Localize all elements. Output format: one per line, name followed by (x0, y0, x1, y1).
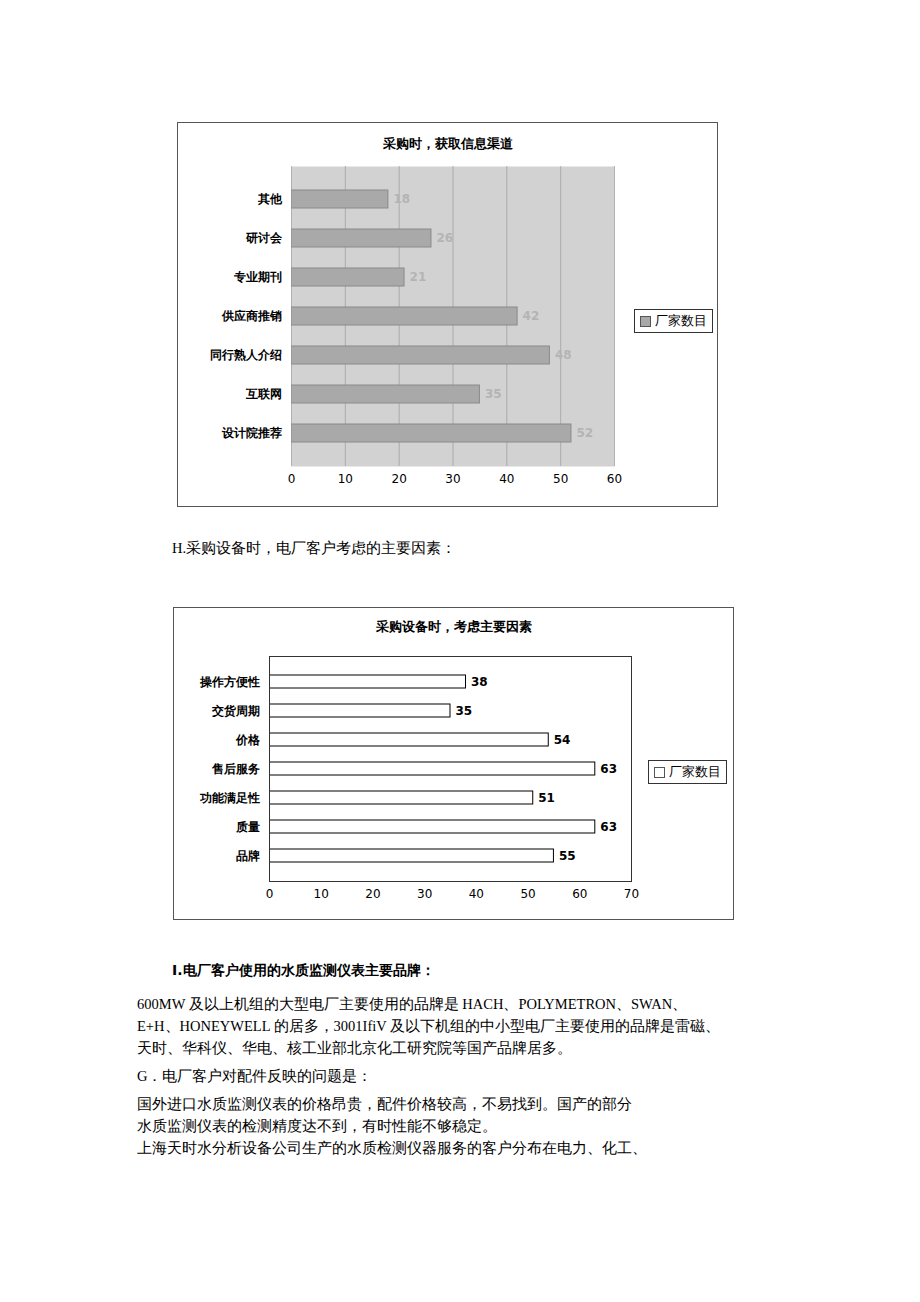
svg-text:18: 18 (393, 192, 410, 206)
svg-text:50: 50 (553, 472, 568, 486)
svg-text:供应商推销: 供应商推销 (221, 309, 282, 323)
svg-text:质量: 质量 (235, 820, 260, 834)
svg-text:30: 30 (417, 887, 432, 901)
svg-text:63: 63 (600, 762, 617, 776)
html-text:E+H、HONEYWELL 的居多，3001IfiV 及以下: E+H、HONEYWELL 的居多，3001IfiV 及以下机组的中小型电厂主要… (137, 1018, 721, 1034)
svg-text:操作方便性: 操作方便性 (199, 675, 260, 689)
svg-text:42: 42 (523, 309, 540, 323)
html-text:厂家数目: 厂家数目 (655, 313, 707, 328)
svg-text:54: 54 (554, 733, 571, 747)
svg-text:52: 52 (576, 426, 593, 440)
svg-text:品牌: 品牌 (236, 849, 260, 863)
svg-text:20: 20 (392, 472, 407, 486)
svg-text:60: 60 (607, 472, 622, 486)
svg-text:互联网: 互联网 (245, 387, 282, 401)
svg-text:30: 30 (445, 472, 460, 486)
svg-text:功能满足性: 功能满足性 (199, 791, 260, 805)
svg-text:0: 0 (288, 472, 296, 486)
svg-text:0: 0 (266, 887, 274, 901)
svg-text:35: 35 (485, 387, 502, 401)
svg-text:38: 38 (471, 675, 488, 689)
svg-text:设计院推荐: 设计院推荐 (221, 426, 282, 440)
svg-text:40: 40 (469, 887, 484, 901)
svg-text:26: 26 (436, 231, 453, 245)
html-text:600MW 及以上机组的大型电厂主要使用的品牌是 HACH、: 600MW 及以上机组的大型电厂主要使用的品牌是 HACH、POLYMETRON… (137, 996, 688, 1012)
svg-text:专业期刊: 专业期刊 (233, 270, 282, 284)
svg-text:51: 51 (538, 791, 555, 805)
svg-text:50: 50 (520, 887, 535, 901)
html-text:I.电厂客户使用的水质监测仪表主要品牌：: I.电厂客户使用的水质监测仪表主要品牌： (172, 962, 435, 978)
svg-text:20: 20 (365, 887, 380, 901)
svg-text:70: 70 (624, 887, 639, 901)
svg-text:售后服务: 售后服务 (211, 762, 260, 776)
svg-text:交货周期: 交货周期 (211, 704, 260, 718)
html-text:上海天时水分析设备公司生产的水质检测仪器服务的客户分布在电力: 上海天时水分析设备公司生产的水质检测仪器服务的客户分布在电力、化工、 (137, 1140, 647, 1156)
svg-text:研讨会: 研讨会 (245, 231, 283, 245)
svg-text:价格: 价格 (235, 733, 261, 747)
html-text:采购设备时，考虑主要因素: 采购设备时，考虑主要因素 (375, 619, 532, 634)
html-text:国外进口水质监测仪表的价格昂贵，配件价格较高，不易找到。国产: 国外进口水质监测仪表的价格昂贵，配件价格较高，不易找到。国产的部分 (137, 1096, 632, 1112)
svg-text:其他: 其他 (257, 192, 283, 206)
html-text:厂家数目: 厂家数目 (669, 764, 721, 779)
svg-text:60: 60 (572, 887, 587, 901)
svg-text:63: 63 (600, 820, 617, 834)
svg-text:21: 21 (410, 270, 427, 284)
svg-text:55: 55 (559, 849, 576, 863)
html-text:采购时，获取信息渠道: 采购时，获取信息渠道 (382, 136, 513, 151)
svg-text:10: 10 (314, 887, 329, 901)
svg-text:同行熟人介绍: 同行熟人介绍 (210, 348, 282, 362)
html-text:G．电厂客户对配件反映的问题是：: G．电厂客户对配件反映的问题是： (137, 1068, 373, 1084)
svg-text:40: 40 (499, 472, 514, 486)
svg-text:35: 35 (456, 704, 473, 718)
html-text:天时、华科仪、华电、核工业部北京化工研究院等国产品牌居多。: 天时、华科仪、华电、核工业部北京化工研究院等国产品牌居多。 (137, 1040, 572, 1056)
svg-text:48: 48 (555, 348, 572, 362)
html-text:水质监测仪表的检测精度达不到，有时性能不够稳定。: 水质监测仪表的检测精度达不到，有时性能不够稳定。 (137, 1118, 497, 1134)
svg-text:10: 10 (338, 472, 353, 486)
html-text:H.采购设备时，电厂客户考虑的主要因素：: H.采购设备时，电厂客户考虑的主要因素： (172, 540, 457, 556)
